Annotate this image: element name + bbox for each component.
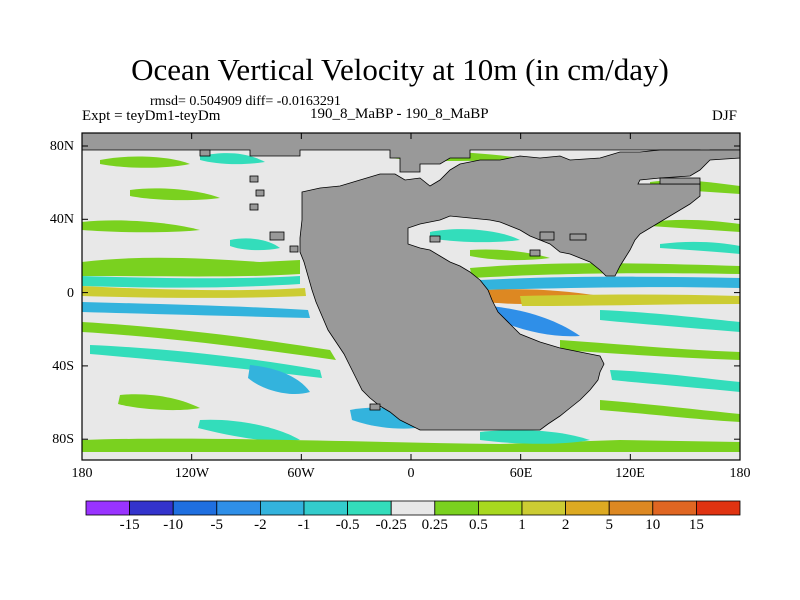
land-island-9 xyxy=(569,233,587,241)
land-island-11 xyxy=(369,403,381,411)
colorbar-label: 5 xyxy=(605,517,613,533)
equatorial-band-pacific-south xyxy=(82,302,310,318)
colorbar-swatch xyxy=(652,500,697,516)
land-island-2 xyxy=(255,189,265,197)
east-band-equator-north xyxy=(480,276,740,290)
colorbar-swatch xyxy=(696,500,741,516)
east-band-south-4 xyxy=(610,370,740,392)
land-island-3 xyxy=(249,203,259,211)
land-island-5 xyxy=(289,245,299,253)
colorbar-swatch xyxy=(434,500,479,516)
colorbar-swatch xyxy=(565,500,610,516)
southern-ocean-patch-2 xyxy=(480,430,590,444)
north-indian-patch-3 xyxy=(470,249,550,261)
north-patch-5 xyxy=(230,238,280,251)
east-band-south-3 xyxy=(560,340,740,360)
land-island-8 xyxy=(539,231,555,241)
land-island-7 xyxy=(429,235,441,243)
x-tick-label: 60W xyxy=(287,466,315,481)
colorbar-swatch xyxy=(303,500,348,516)
south-pacific-patch-3 xyxy=(198,419,300,442)
colorbar-swatch xyxy=(129,500,174,516)
colorbar-swatch xyxy=(477,500,523,516)
equatorial-band-pacific-core xyxy=(82,286,306,298)
plot-title: Ocean Vertical Velocity at 10m (in cm/da… xyxy=(131,52,669,87)
colorbar-label: -0.25 xyxy=(375,517,407,533)
northeast-patch-3 xyxy=(660,241,740,254)
x-tick-label: 120W xyxy=(174,466,210,481)
colorbar-swatch xyxy=(608,500,654,516)
y-tick-label: 80N xyxy=(49,139,74,154)
x-tick-label: 0 xyxy=(407,466,415,481)
y-tick-label: 40S xyxy=(52,359,74,374)
south-pacific-patch-1 xyxy=(248,365,310,395)
land-island-6 xyxy=(199,149,211,157)
x-tick-label: 180 xyxy=(729,466,751,481)
y-tick-label: 40N xyxy=(49,212,74,227)
y-tick-label: 80S xyxy=(52,432,74,447)
land-island-12 xyxy=(659,177,701,185)
colorbar-label: 0.5 xyxy=(469,517,488,533)
colorbar-label: -5 xyxy=(210,517,224,533)
land-masses xyxy=(81,132,741,431)
x-tick-label: 120E xyxy=(615,466,645,481)
colorbar-label: -15 xyxy=(119,517,140,533)
colorbar-label: 0.25 xyxy=(421,517,448,533)
experiment-label: Expt = teyDm1-teyDm xyxy=(82,108,221,124)
colorbar-label: 10 xyxy=(645,517,661,533)
subtitle-label: 190_8_MaBP - 190_8_MaBP xyxy=(310,106,489,122)
colorbar-swatch xyxy=(85,500,130,516)
north-patch-4 xyxy=(82,220,200,233)
south-pacific-patch-2 xyxy=(118,394,200,411)
land-island-10 xyxy=(529,249,541,257)
colorbar-label: -10 xyxy=(163,517,184,533)
colorbar-swatch xyxy=(216,500,261,516)
east-band-south-1 xyxy=(490,306,580,337)
colorbar-label: -1 xyxy=(297,517,311,533)
colorbar-label: 15 xyxy=(688,517,704,533)
north-indian-patch-1 xyxy=(430,229,520,243)
colorbar-swatch xyxy=(259,500,305,516)
colorbar-swatch xyxy=(172,500,218,516)
north-patch-3 xyxy=(130,188,220,201)
axis-ticks xyxy=(81,133,741,460)
east-band-south-2 xyxy=(600,310,740,332)
x-tick-label: 60E xyxy=(509,466,533,481)
land-west-continent xyxy=(299,149,741,431)
stats-label: rmsd= 0.504909 diff= -0.0163291 xyxy=(150,94,341,109)
colorbar xyxy=(85,500,741,516)
south-pacific-band-1 xyxy=(82,322,336,360)
equatorial-band-pacific-upper xyxy=(82,276,300,288)
colorbar-swatch xyxy=(521,500,566,516)
y-tick-label: 0 xyxy=(67,286,74,301)
northeast-patch-2 xyxy=(650,219,740,232)
colorbar-swatch xyxy=(390,500,436,516)
x-tick-label: 180 xyxy=(71,466,93,481)
north-patch-2 xyxy=(200,153,265,165)
north-patch-1 xyxy=(100,156,190,168)
colorbar-label: -0.5 xyxy=(335,517,360,533)
land-island-4 xyxy=(269,231,285,241)
colorbar-label: -2 xyxy=(254,517,267,533)
east-band-equator-south xyxy=(520,294,740,306)
east-band-south-5 xyxy=(600,400,740,422)
season-label: DJF xyxy=(712,108,738,124)
land-island-1 xyxy=(249,175,259,183)
colorbar-label: 1 xyxy=(518,517,526,533)
colorbar-label: 2 xyxy=(561,517,570,533)
colorbar-swatch xyxy=(347,500,392,516)
equatorial-band-pacific-north xyxy=(82,257,300,277)
